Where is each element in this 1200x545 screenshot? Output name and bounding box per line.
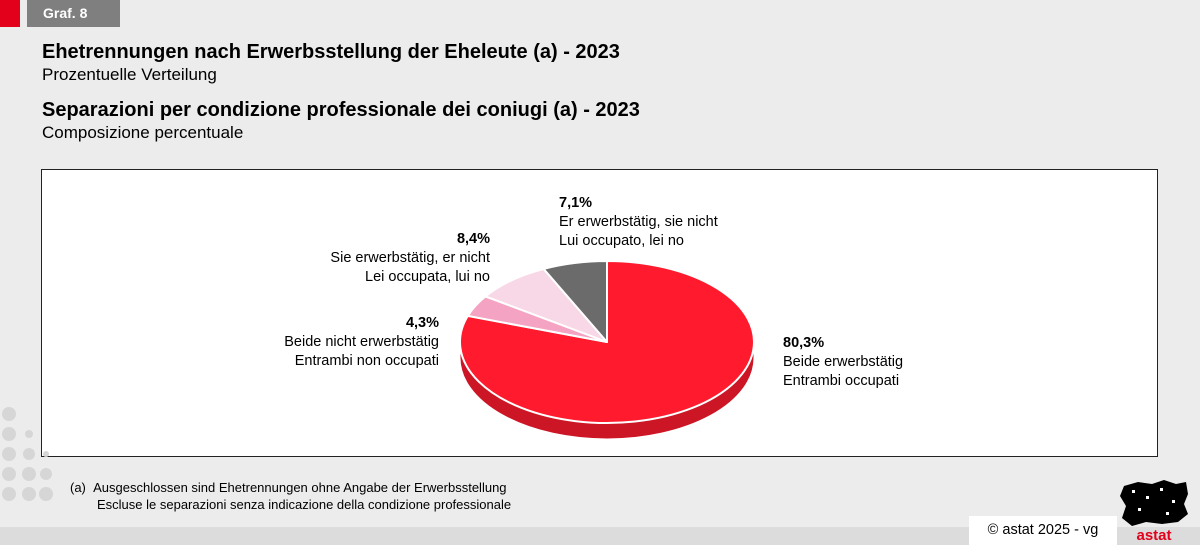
slice-1-label-it: Entrambi non occupati <box>294 353 439 369</box>
copyright: © astat 2025 - vg <box>969 516 1117 545</box>
footnote-mark: (a) <box>70 480 86 495</box>
astat-logo: astat <box>1120 480 1188 544</box>
logo-text: astat <box>1136 527 1171 544</box>
subtitle-it: Composizione percentuale <box>42 123 244 142</box>
slice-0-label-it: Entrambi occupati <box>783 373 900 389</box>
slice-3-label-de: Er erwerbstätig, sie nicht <box>559 214 718 230</box>
tag-accent <box>0 0 20 27</box>
slice-3-label-it: Lui occupato, lei no <box>559 233 684 249</box>
figure-tag: Graf. 8 <box>27 0 120 27</box>
label-slice-2: 8,4% Sie erwerbstätig, er nicht Lei occu… <box>330 230 490 287</box>
footnote: (a) Ausgeschlossen sind Ehetrennungen oh… <box>70 479 511 513</box>
slice-1-value: 4,3% <box>405 315 439 331</box>
slice-2-value: 8,4% <box>456 231 490 247</box>
slice-0-value: 80,3% <box>783 335 825 351</box>
subtitle-de: Prozentuelle Verteilung <box>42 65 217 84</box>
decorative-dots <box>2 407 53 501</box>
footnote-de: Ausgeschlossen sind Ehetrennungen ohne A… <box>93 480 507 495</box>
slice-3-value: 7,1% <box>559 195 593 211</box>
label-slice-1: 4,3% Beide nicht erwerbstätig Entrambi n… <box>284 314 439 371</box>
footnote-it: Escluse le separazioni senza indicazione… <box>97 497 512 512</box>
slice-1-label-de: Beide nicht erwerbstätig <box>284 334 439 350</box>
label-slice-3: 7,1% Er erwerbstätig, sie nicht Lui occu… <box>559 194 718 251</box>
slice-2-label-it: Lei occupata, lui no <box>365 269 490 285</box>
footer-bar <box>0 527 1200 545</box>
slice-2-label-de: Sie erwerbstätig, er nicht <box>330 250 490 266</box>
slice-0-label-de: Beide erwerbstätig <box>783 354 904 370</box>
title-it: Separazioni per condizione professionale… <box>42 99 640 121</box>
pie-slice-3 <box>542 260 608 343</box>
label-slice-0: 80,3% Beide erwerbstätig Entrambi occupa… <box>783 334 903 391</box>
title-de: Ehetrennungen nach Erwerbsstellung der E… <box>42 41 620 63</box>
